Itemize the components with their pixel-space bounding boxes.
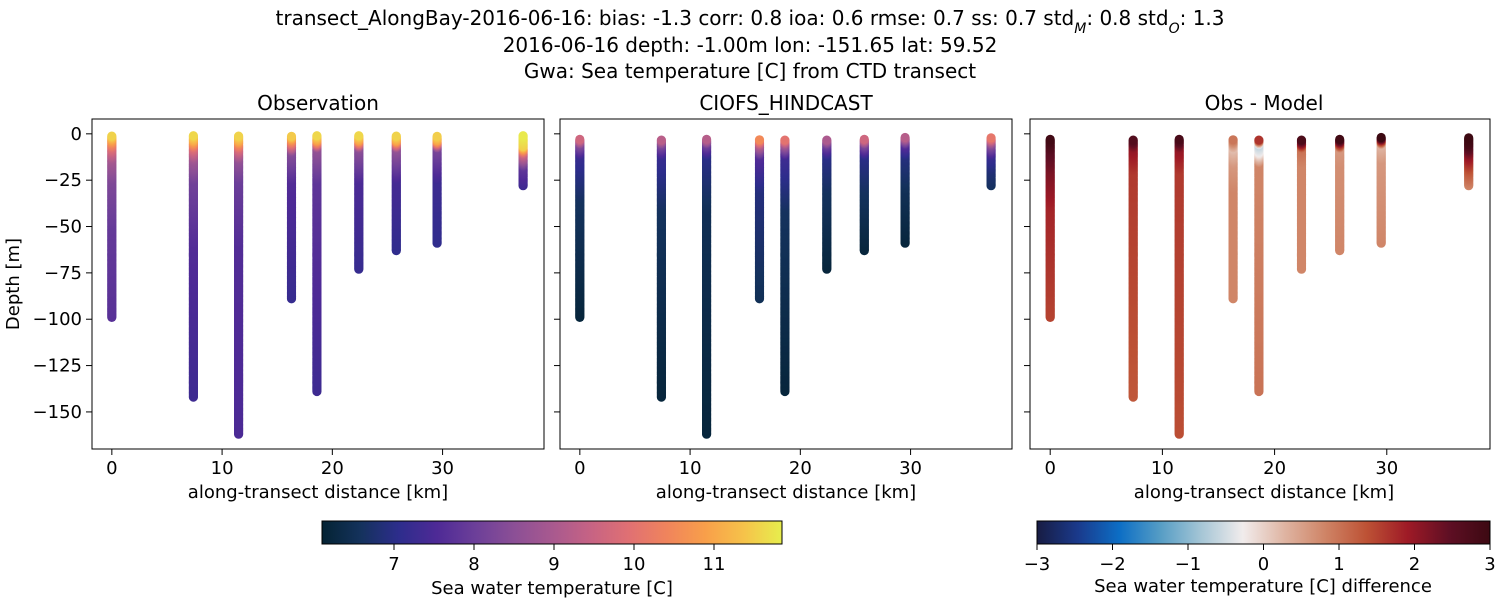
x-ticks: 0 10 20 30 xyxy=(106,449,454,479)
data-point xyxy=(1464,133,1474,143)
x-tick-label: 30 xyxy=(1375,458,1398,479)
colorbar-temperature: 7 8 9 10 11 Sea water temperature [C] xyxy=(321,520,783,599)
x-tick-label: 30 xyxy=(431,458,454,479)
panel-observation: Observation 0 10 20 30 0 −25 −50 −75 −100 −125 −1… xyxy=(3,91,545,503)
data-point xyxy=(518,131,528,141)
colorbar-tick-label: 11 xyxy=(703,554,726,575)
data-points xyxy=(1045,132,1474,439)
suptitle-line-1-main: transect_AlongBay-2016-06-16: bias: -1.3… xyxy=(276,6,1075,30)
x-tick-label: 0 xyxy=(574,458,585,479)
data-point xyxy=(1045,134,1055,144)
std-m-subscript: M xyxy=(1074,21,1086,37)
colorbar-gradient xyxy=(321,520,783,545)
x-tick-label: 20 xyxy=(321,458,344,479)
colorbar-tick-label: 0 xyxy=(1258,554,1269,575)
x-axis-label: along-transect distance [km] xyxy=(188,482,448,503)
y-ticks xyxy=(1024,133,1030,413)
data-point xyxy=(391,131,401,141)
data-point xyxy=(822,135,832,145)
data-point xyxy=(1174,134,1184,144)
y-tick-label: −75 xyxy=(44,263,82,284)
suptitle-line-1: transect_AlongBay-2016-06-16: bias: -1.3… xyxy=(276,6,1225,37)
colorbar-tick-label: −2 xyxy=(1099,554,1126,575)
colorbar-tick-label: −3 xyxy=(1024,554,1051,575)
x-axis-label: along-transect distance [km] xyxy=(1134,482,1394,503)
data-point xyxy=(312,131,322,141)
data-point xyxy=(234,131,244,141)
colorbar-tick-label: 10 xyxy=(623,554,646,575)
panel-ciofs-hindcast: CIOFS_HINDCAST 0 10 20 30 along-transect di… xyxy=(554,91,1013,503)
data-point xyxy=(107,131,117,141)
suptitle-line-1-end: : 1.3 xyxy=(1180,6,1225,30)
suptitle-line-1-mid: : 0.8 std xyxy=(1086,6,1168,30)
panel-obs-minus-model: Obs - Model 0 10 20 30 along-transect dista… xyxy=(1024,91,1491,503)
data-point xyxy=(1376,132,1386,143)
x-tick-label: 20 xyxy=(789,458,812,479)
data-point xyxy=(1335,134,1345,144)
colorbar-tick-label: 1 xyxy=(1333,554,1344,575)
x-tick-label: 10 xyxy=(679,458,702,479)
data-point xyxy=(432,131,442,141)
data-point xyxy=(656,135,667,145)
colorbar-tick-label: 3 xyxy=(1484,554,1495,575)
data-point xyxy=(1296,135,1307,145)
data-point xyxy=(1228,135,1238,145)
y-tick-label: 0 xyxy=(71,124,82,145)
y-tick-label: −25 xyxy=(44,170,82,191)
y-ticks: 0 −25 −50 −75 −100 −125 −150 xyxy=(33,124,92,423)
x-ticks: 0 10 20 30 xyxy=(574,449,922,479)
colorbar-tick-label: 7 xyxy=(388,554,399,575)
y-tick-label: −100 xyxy=(33,309,82,330)
colorbar-label: Sea water temperature [C] xyxy=(431,578,673,599)
suptitle-line-2: 2016-06-16 depth: -1.00m lon: -151.65 la… xyxy=(503,33,998,57)
suptitle-line-3: Gwa: Sea temperature [C] from CTD transe… xyxy=(524,59,976,83)
x-tick-label: 10 xyxy=(211,458,234,479)
data-point xyxy=(575,134,585,144)
x-tick-label: 20 xyxy=(1263,458,1286,479)
colorbar-difference: −3 −2 −1 0 1 2 3 Sea water temperature [C] dif… xyxy=(1024,520,1496,597)
colorbar-tick-label: 8 xyxy=(468,554,479,575)
x-tick-label: 0 xyxy=(106,458,117,479)
data-point xyxy=(1128,135,1138,145)
data-point xyxy=(780,135,790,145)
y-tick-label: −150 xyxy=(33,402,82,423)
data-points xyxy=(575,132,996,439)
colorbar-tick-label: 2 xyxy=(1409,554,1420,575)
data-points xyxy=(107,131,528,439)
x-ticks: 0 10 20 30 xyxy=(1044,449,1398,479)
x-tick-label: 30 xyxy=(899,458,922,479)
colorbar-gradient xyxy=(1036,520,1491,545)
data-point xyxy=(900,132,910,143)
y-ticks xyxy=(554,133,560,413)
panel-title: CIOFS_HINDCAST xyxy=(699,91,873,115)
data-point xyxy=(986,133,996,143)
data-point xyxy=(859,134,869,144)
x-tick-label: 0 xyxy=(1044,458,1055,479)
panel-title: Obs - Model xyxy=(1205,91,1324,115)
y-tick-label: −50 xyxy=(44,217,82,238)
data-point xyxy=(354,131,364,141)
x-tick-label: 10 xyxy=(1151,458,1174,479)
colorbar-ticks: 7 8 9 10 11 xyxy=(388,544,725,575)
colorbar-ticks: −3 −2 −1 0 1 2 3 xyxy=(1024,544,1496,575)
y-tick-label: −125 xyxy=(33,356,82,377)
y-axis-label: Depth [m] xyxy=(3,238,24,330)
data-point xyxy=(286,131,297,141)
data-point xyxy=(754,135,765,145)
data-point xyxy=(702,134,712,144)
data-point xyxy=(1254,135,1264,145)
colorbar-label: Sea water temperature [C] difference xyxy=(1094,576,1432,597)
colorbar-tick-label: −1 xyxy=(1175,554,1202,575)
colorbar-tick-label: 9 xyxy=(548,554,559,575)
data-point xyxy=(188,131,198,141)
x-axis-label: along-transect distance [km] xyxy=(656,482,916,503)
panel-title: Observation xyxy=(257,91,379,115)
std-o-subscript: O xyxy=(1169,21,1180,37)
